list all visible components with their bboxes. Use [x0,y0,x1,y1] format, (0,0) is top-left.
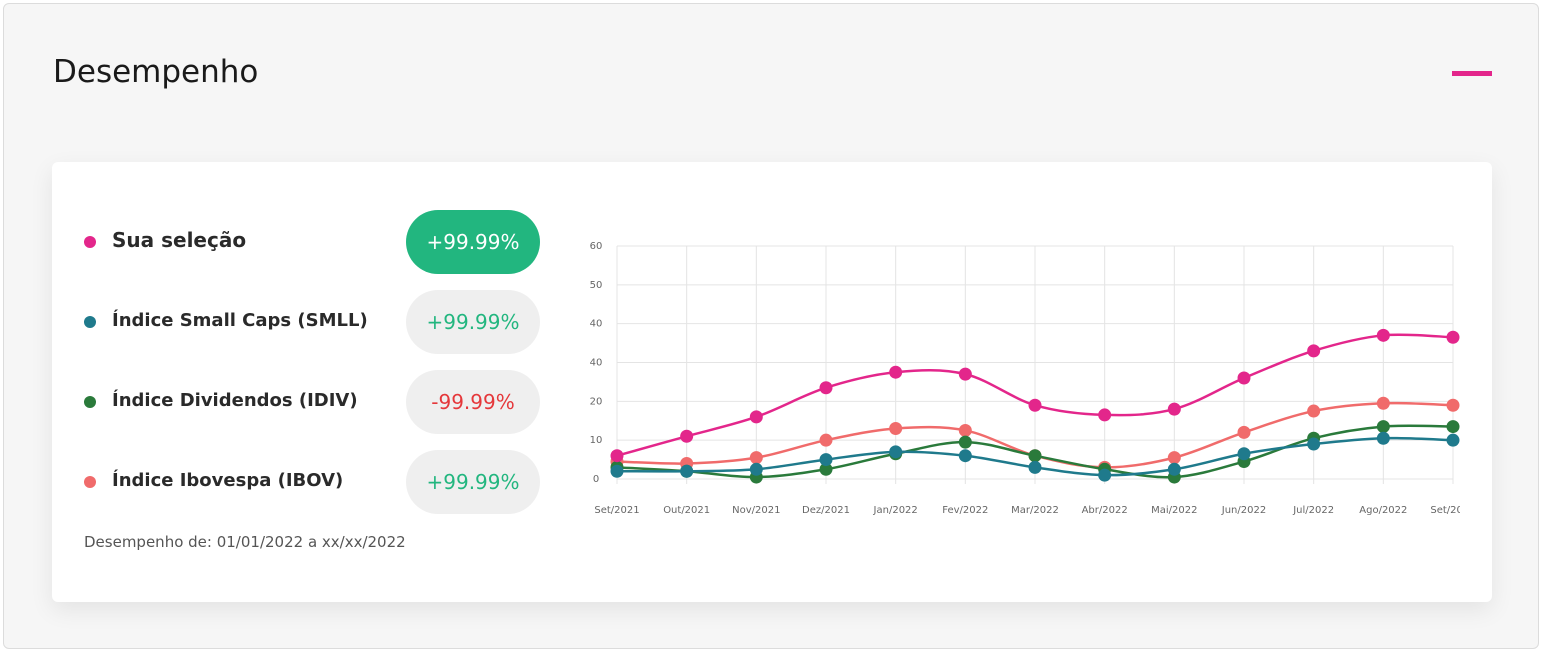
x-tick-label: Jan/2022 [873,505,918,516]
x-tick-label: Jul/2022 [1292,505,1334,516]
data-point [819,381,833,395]
y-tick-label: 10 [590,435,603,446]
x-tick-label: Set/2022 [1430,505,1475,516]
data-point [610,464,624,478]
data-point [1237,371,1251,385]
data-point [1446,398,1460,412]
x-tick-label: Fev/2022 [942,505,988,516]
data-point [889,422,903,436]
performance-badge: -99.99% [406,370,540,434]
x-tick-label: Ago/2022 [1359,505,1407,516]
x-tick-label: Set/2021 [594,505,639,516]
data-point [958,435,972,449]
data-point [1307,344,1321,358]
collapse-button[interactable] [1452,71,1492,76]
data-point [1237,447,1251,461]
x-tick-label: Nov/2021 [732,505,780,516]
data-point [819,433,833,447]
data-point [889,445,903,459]
data-point [958,449,972,463]
x-tick-label: Abr/2022 [1082,505,1128,516]
data-point [819,453,833,467]
legend-marker [84,316,96,328]
data-point [1307,437,1321,451]
data-point [749,410,763,424]
data-point [1446,433,1460,447]
legend-label: Sua seleção [112,228,247,252]
legend-label: Índice Dividendos (IDIV) [112,390,358,411]
data-point [1237,425,1251,439]
legend-marker [84,236,96,248]
data-point [1098,408,1112,422]
data-point [1307,404,1321,418]
data-point [680,464,694,478]
y-tick-label: 20 [590,396,603,407]
legend-item: Índice Ibovespa (IBOV) +99.99% [82,450,542,514]
y-tick-label: 0 [593,474,599,485]
legend-item: Sua seleção +99.99% [82,210,542,274]
x-tick-label: Mar/2022 [1011,505,1059,516]
data-point [1028,460,1042,474]
data-point [1376,431,1390,445]
data-point [1167,402,1181,416]
y-tick-label: 40 [590,319,603,330]
card [52,162,1492,602]
data-point [1098,468,1112,482]
data-point [1028,449,1042,463]
legend-label: Índice Ibovespa (IBOV) [112,470,344,491]
data-point [1167,451,1181,465]
legend-marker [84,396,96,408]
data-point [749,462,763,476]
data-point [1376,396,1390,410]
data-point [958,423,972,437]
title: Desempenho [53,54,259,90]
data-point [889,365,903,379]
period: Desempenho de: 01/01/2022 a xx/xx/2022 [84,533,406,551]
data-point [749,451,763,465]
performance-badge: +99.99% [406,290,540,354]
legend-item: Índice Dividendos (IDIV) -99.99% [82,370,542,434]
x-tick-label: Dez/2021 [802,505,850,516]
data-point [610,449,624,463]
data-point [1446,420,1460,434]
data-point [958,367,972,381]
legend-label: Índice Small Caps (SMLL) [112,310,368,331]
legend-marker [84,476,96,488]
y-tick-label: 60 [590,241,603,252]
data-point [1376,420,1390,434]
x-tick-label: Jun/2022 [1221,505,1266,516]
data-point [1167,462,1181,476]
legend-item: Índice Small Caps (SMLL) +99.99% [82,290,542,354]
data-point [1446,330,1460,344]
data-point [1028,398,1042,412]
data-point [1376,328,1390,342]
x-tick-label: Mai/2022 [1151,505,1197,516]
performance-badge: +99.99% [406,210,540,274]
y-tick-label: 50 [590,280,603,291]
data-point [819,462,833,476]
performance-badge: +99.99% [406,450,540,514]
data-point [680,429,694,443]
x-tick-label: Out/2021 [663,505,710,516]
y-tick-label: 40 [590,358,603,369]
